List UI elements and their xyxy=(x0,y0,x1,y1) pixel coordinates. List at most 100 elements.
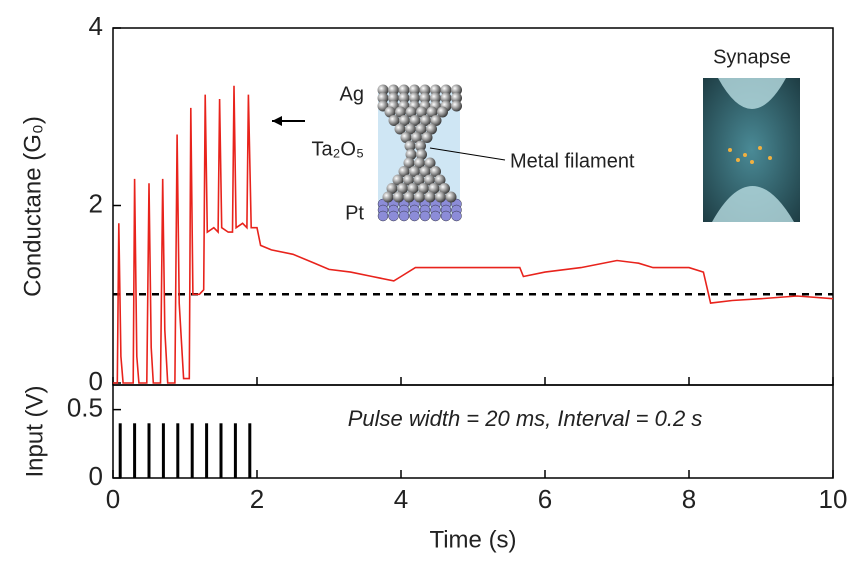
ball xyxy=(419,92,431,104)
ball xyxy=(428,183,440,194)
x-tick-label: 2 xyxy=(250,484,264,514)
ball xyxy=(440,84,452,96)
ball xyxy=(386,183,398,194)
ball xyxy=(430,92,441,104)
pulse-bar xyxy=(147,423,151,478)
ball xyxy=(419,166,431,177)
ball xyxy=(439,183,450,194)
ball xyxy=(437,106,448,118)
x-tick-label: 6 xyxy=(538,484,552,514)
ball xyxy=(430,84,441,96)
y-tick-label: 2 xyxy=(89,188,103,218)
ball xyxy=(409,166,420,177)
pt-atom xyxy=(388,210,399,222)
y-tick-label: 0.5 xyxy=(67,392,103,422)
annotation: Pulse width = 20 ms, Interval = 0.2 s xyxy=(348,406,703,431)
ball xyxy=(403,191,415,203)
pulse-bar xyxy=(161,423,165,478)
ball xyxy=(414,191,425,203)
ball xyxy=(405,106,417,118)
ball xyxy=(377,92,389,104)
ball xyxy=(416,149,427,160)
pt-atom xyxy=(419,210,431,222)
filament-illustration xyxy=(377,84,462,222)
ball xyxy=(405,149,417,160)
ball xyxy=(403,157,415,169)
ball xyxy=(394,123,406,135)
arrow-head xyxy=(272,116,282,126)
ball xyxy=(416,106,427,118)
x-tick-label: 10 xyxy=(819,484,848,514)
ball xyxy=(435,191,446,203)
ball xyxy=(405,123,416,135)
pt-atom xyxy=(440,210,452,222)
ball xyxy=(418,183,429,194)
pulse-bar xyxy=(133,423,137,478)
ball xyxy=(404,140,416,152)
ball xyxy=(395,106,406,118)
ball xyxy=(409,115,421,126)
ball xyxy=(397,183,408,194)
ball xyxy=(420,115,431,126)
y-axis-label: Conductane (G₀) xyxy=(19,116,46,297)
ball xyxy=(434,174,446,186)
ball xyxy=(388,115,400,126)
x-tick-label: 0 xyxy=(106,484,120,514)
y-tick-label: 0 xyxy=(89,461,103,491)
ball xyxy=(400,132,412,143)
ball xyxy=(424,191,436,203)
ball xyxy=(413,174,425,186)
annotation: Pt xyxy=(345,202,364,224)
pointer-line xyxy=(429,147,506,161)
ball xyxy=(407,183,419,194)
x-tick-label: 4 xyxy=(394,484,408,514)
ball xyxy=(445,191,457,203)
pt-atom xyxy=(409,210,420,222)
ball xyxy=(451,92,462,104)
synapse-image xyxy=(703,78,800,222)
pulse-bar xyxy=(118,423,122,478)
ball xyxy=(451,84,462,96)
y-tick-label: 0 xyxy=(89,366,103,396)
ball xyxy=(398,166,410,177)
ball xyxy=(409,84,420,96)
pulse-bar xyxy=(205,423,209,478)
ball xyxy=(398,84,410,96)
ball xyxy=(424,157,436,169)
plot-frame xyxy=(112,384,834,479)
x-axis-label: Time (s) xyxy=(429,526,516,553)
y-axis-label: Input (V) xyxy=(21,385,48,477)
pulse-bar xyxy=(190,423,194,478)
ball xyxy=(399,115,410,126)
pt-atom xyxy=(451,210,462,222)
ball xyxy=(415,140,426,152)
ball xyxy=(377,84,389,96)
pt-atom xyxy=(377,210,389,222)
annotation: Metal filament xyxy=(510,150,635,172)
ball xyxy=(411,132,422,143)
ball xyxy=(426,123,437,135)
pt-atom xyxy=(430,210,441,222)
pulse-bar xyxy=(248,423,252,478)
pulse-bar xyxy=(219,423,223,478)
annotation: Synapse xyxy=(713,46,791,68)
annotation: Ta₂O₅ xyxy=(312,138,365,160)
ball xyxy=(398,92,410,104)
ball xyxy=(382,191,394,203)
ball xyxy=(440,92,452,104)
ball xyxy=(392,174,404,186)
ball xyxy=(409,92,420,104)
annotation: Ag xyxy=(340,83,364,105)
ball xyxy=(414,157,425,169)
ball xyxy=(388,92,399,104)
pulse-bar xyxy=(233,423,237,478)
ball xyxy=(415,123,427,135)
pt-atom xyxy=(398,210,410,222)
conductance-line xyxy=(113,85,834,384)
ball xyxy=(451,100,462,112)
pulse-bar xyxy=(176,423,180,478)
ball xyxy=(419,84,431,96)
x-tick-label: 8 xyxy=(682,484,696,514)
